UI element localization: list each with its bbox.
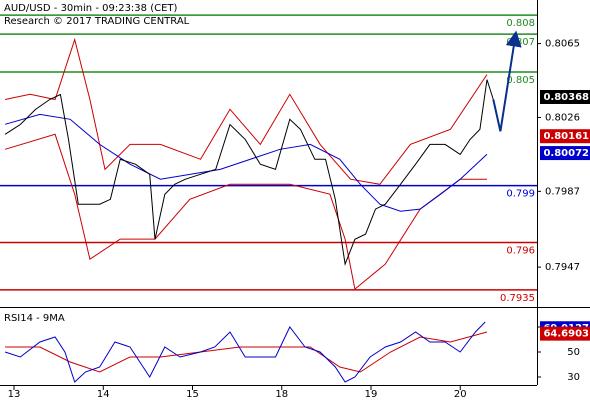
x-tick-label: 14 <box>97 389 110 400</box>
level-label: 0.799 <box>506 189 535 200</box>
y-tick-label: 0.7987 <box>545 186 580 197</box>
price-box <box>540 129 590 144</box>
price-box-label: 0.80161 <box>543 131 589 142</box>
x-tick-label: 13 <box>8 389 21 400</box>
price-box-label: 0.80072 <box>543 148 589 159</box>
x-tick-label: 20 <box>454 389 467 400</box>
chart-title: AUD/USD - 30min - 09:23:38 (CET) <box>4 3 178 14</box>
y-tick-label: 50 <box>567 347 580 358</box>
price-box-label: 64.6903 <box>543 329 589 340</box>
x-tick-label: 15 <box>186 389 199 400</box>
x-tick-label: 19 <box>365 389 378 400</box>
forecast-arrow <box>492 30 522 132</box>
series-line <box>4 113 488 212</box>
y-tick-label: 0.7947 <box>545 262 580 273</box>
y-tick-label: 0.8026 <box>545 112 580 123</box>
series-line <box>5 331 488 373</box>
chart-subtitle: Research © 2017 TRADING CENTRAL <box>4 16 190 27</box>
series-line <box>4 79 494 267</box>
series-line <box>4 321 486 383</box>
rsi-title: RSI14 - 9MA <box>4 313 65 324</box>
y-tick-label: 30 <box>567 372 580 383</box>
level-label: 0.807 <box>506 37 535 48</box>
level-label: 0.796 <box>506 245 535 256</box>
price-box-label: 0.80368 <box>543 92 589 103</box>
series-line <box>4 37 488 185</box>
y-tick-label: 0.8065 <box>545 39 580 50</box>
level-label: 0.7935 <box>500 293 535 304</box>
level-label: 0.808 <box>506 18 535 29</box>
price-box <box>540 326 590 341</box>
series-line <box>4 133 487 291</box>
price-box <box>540 89 590 104</box>
level-label: 0.805 <box>506 75 535 86</box>
x-tick-label: 18 <box>275 389 288 400</box>
price-box <box>540 146 590 161</box>
